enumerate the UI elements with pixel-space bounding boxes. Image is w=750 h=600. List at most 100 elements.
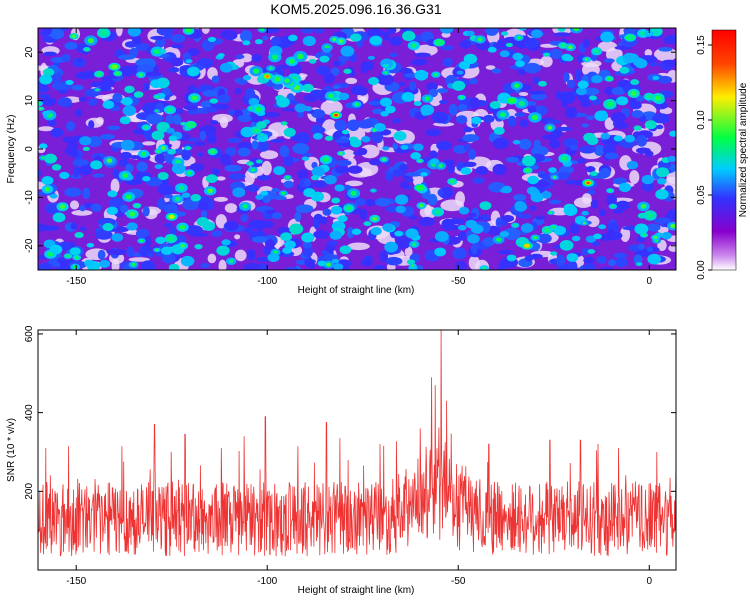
heatmap-cell — [582, 38, 590, 49]
heatmap-cell — [118, 159, 129, 167]
heatmap-cell — [411, 264, 415, 267]
heatmap-cell — [419, 203, 424, 208]
heatmap-cell — [629, 170, 640, 184]
heatmap-cell — [207, 36, 217, 43]
heatmap-cell — [420, 172, 428, 177]
heatmap-cell — [182, 122, 185, 125]
heatmap-cell — [180, 255, 195, 267]
heatmap-cell — [200, 210, 208, 219]
heatmap-cell — [140, 260, 156, 270]
heatmap-cell — [237, 78, 248, 85]
heatmap-cell — [519, 119, 529, 128]
heatmap-cell — [163, 203, 178, 214]
heatmap-cell — [289, 63, 302, 76]
heatmap-cell — [582, 222, 586, 225]
heatmap-cell — [313, 230, 330, 239]
heatmap-cell — [646, 246, 654, 253]
heatmap-cell — [647, 212, 654, 219]
heatmap-cell — [536, 233, 552, 244]
heatmap-cell — [534, 180, 550, 188]
heatmap-cell — [197, 152, 204, 157]
heatmap-cell — [542, 134, 560, 140]
heatmap-cell — [340, 45, 355, 57]
heatmap-cell — [584, 57, 589, 61]
heatmap-cell — [521, 155, 536, 167]
heatmap-cell — [341, 129, 350, 135]
heatmap-cell — [346, 227, 355, 239]
heatmap-cell — [404, 172, 423, 177]
heatmap-cell — [401, 92, 415, 102]
heatmap-cell — [487, 46, 497, 53]
heatmap-cell — [88, 98, 98, 106]
heatmap-cell — [301, 28, 314, 34]
heatmap-cell — [141, 141, 156, 146]
heatmap-cell — [493, 126, 505, 135]
heatmap-cell — [106, 206, 118, 216]
heatmap-cell — [185, 28, 192, 33]
heatmap-cell — [44, 187, 51, 192]
heatmap-cell — [405, 228, 419, 239]
heatmap-cell — [286, 176, 290, 179]
heatmap-cell — [167, 236, 174, 242]
heatmap-cell — [151, 130, 165, 141]
heatmap-cell — [262, 111, 281, 118]
heatmap-cell — [462, 134, 480, 142]
y-tick-label: -10 — [24, 190, 35, 205]
heatmap-cell — [438, 163, 444, 168]
heatmap-cell — [171, 163, 186, 175]
heatmap-cell — [242, 75, 252, 81]
heatmap-cell — [512, 194, 527, 201]
heatmap-cell — [552, 225, 556, 229]
heatmap-cell — [311, 166, 326, 177]
heatmap-cell — [119, 116, 131, 125]
heatmap-cell — [322, 47, 331, 53]
heatmap-cell — [546, 119, 561, 124]
heatmap-cell — [164, 222, 173, 228]
heatmap-cell — [604, 86, 615, 96]
heatmap-cell — [167, 148, 176, 155]
heatmap-cell — [243, 262, 262, 270]
heatmap-cell — [160, 146, 166, 151]
heatmap-cell — [66, 120, 76, 132]
heatmap-cell — [264, 239, 275, 250]
heatmap-cell — [146, 113, 164, 125]
heatmap-cell — [295, 204, 314, 214]
y-tick-label: 10 — [24, 95, 35, 107]
heatmap-cell — [164, 152, 175, 164]
heatmap-cell — [90, 160, 103, 170]
heatmap-cell — [202, 89, 217, 97]
heatmap-cell — [626, 160, 639, 170]
heatmap-cell — [496, 237, 502, 242]
heatmap-cell — [640, 203, 647, 209]
heatmap-cell — [550, 251, 558, 256]
heatmap-cell — [303, 106, 313, 112]
heatmap-cell — [559, 91, 576, 104]
heatmap-cell — [379, 97, 393, 107]
heatmap-cell — [463, 161, 477, 168]
heatmap-cell — [43, 51, 57, 57]
heatmap-cell — [355, 197, 366, 207]
heatmap-cell — [365, 222, 369, 225]
heatmap-cell — [582, 87, 600, 96]
heatmap-cell — [310, 191, 324, 202]
heatmap-cell — [161, 87, 171, 96]
heatmap-cell — [549, 139, 561, 149]
heatmap-cell — [347, 119, 360, 132]
heatmap-cell — [243, 227, 254, 234]
heatmap-cell — [69, 200, 80, 210]
heatmap-cell — [588, 95, 597, 101]
heatmap-cell — [374, 197, 391, 207]
heatmap-cell — [397, 244, 409, 249]
heatmap-cell — [99, 133, 116, 140]
heatmap-cell — [606, 194, 617, 206]
heatmap-hotspot — [112, 65, 117, 69]
heatmap-cell — [201, 39, 215, 52]
heatmap-cell — [170, 57, 184, 67]
heatmap-cell — [267, 252, 280, 263]
y-tick-label: 200 — [24, 483, 35, 500]
heatmap-cell — [594, 144, 606, 157]
heatmap-cell — [189, 162, 205, 172]
heatmap-cell — [374, 38, 382, 44]
heatmap-cell — [334, 166, 349, 174]
heatmap-cell — [525, 168, 530, 173]
